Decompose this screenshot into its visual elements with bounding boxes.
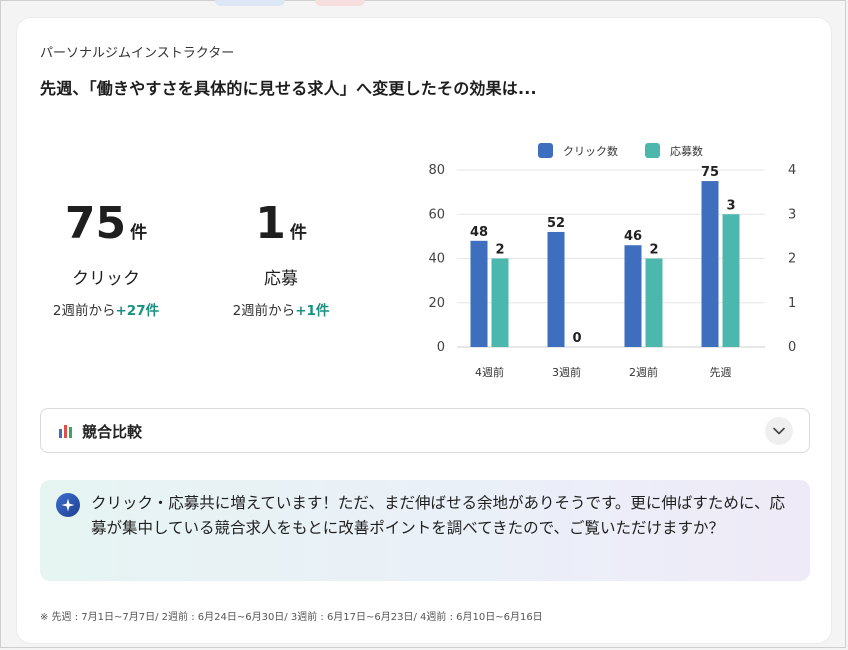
click-delta-prefix: 2週前から xyxy=(52,303,116,319)
click-delta-value: +27件 xyxy=(115,303,160,319)
date-range-footnote: ※ 先週 : 7月1日~7月7日/ 2週前 : 6月24日~6月30日/ 3週前… xyxy=(40,612,543,623)
data-label: 2 xyxy=(649,243,658,258)
application-delta: 2週前から+1件 xyxy=(201,299,361,319)
y-left-tick-label: 20 xyxy=(428,296,445,311)
competitor-comparison-accordion[interactable]: 競合比較 xyxy=(40,408,810,453)
y-right-tick-label: 3 xyxy=(788,207,796,222)
weekly-bar-chart: 0 0 20 1 40 2 60 3 80 4 クリック数 応募数 48 2 4週前 52 0 3週前 46 2 2週前… xyxy=(428,143,796,379)
y-right-tick-label: 2 xyxy=(788,252,796,267)
y-left-tick-label: 40 xyxy=(428,252,445,267)
bar-applications xyxy=(645,258,663,347)
click-count-value: 75 xyxy=(64,198,127,249)
bar-applications xyxy=(491,258,509,347)
sparkle-icon xyxy=(56,493,80,517)
top-tab-indicators xyxy=(215,0,365,6)
application-count-unit: 件 xyxy=(289,223,307,243)
ai-message: クリック・応募共に増えています！ただ、まだ伸ばせる余地がありそうです。更に伸ばす… xyxy=(91,494,785,537)
application-delta-prefix: 2週前から xyxy=(232,303,296,319)
data-label: 0 xyxy=(572,331,581,346)
application-count-value: 1 xyxy=(255,198,286,249)
legend-label: 応募数 xyxy=(670,144,703,158)
x-tick-label: 4週前 xyxy=(475,365,504,379)
job-title: パーソナルジムインストラクター xyxy=(40,46,235,61)
x-tick-label: 3週前 xyxy=(552,365,581,379)
data-label: 2 xyxy=(495,243,504,258)
data-label: 3 xyxy=(726,198,735,213)
y-right-tick-label: 4 xyxy=(788,163,796,178)
bar-clicks xyxy=(701,181,719,347)
bar-clicks xyxy=(624,245,642,347)
bar-chart-icon xyxy=(58,423,74,442)
legend-label: クリック数 xyxy=(563,145,618,158)
click-count: 75 件 xyxy=(26,198,186,250)
click-label: クリック xyxy=(72,269,140,289)
y-left-tick-label: 0 xyxy=(437,340,445,355)
result-card: パーソナルジムインストラクター 先週、「働きやすさを具体的に見せる求人」へ変更し… xyxy=(17,18,831,643)
data-label: 52 xyxy=(547,216,565,231)
accordion-label: 競合比較 xyxy=(82,423,143,441)
tab-indicator xyxy=(315,0,365,6)
data-label: 46 xyxy=(624,229,642,244)
bar-clicks xyxy=(470,240,488,347)
y-right-tick-label: 0 xyxy=(788,340,796,355)
bar-applications xyxy=(722,214,740,347)
legend-swatch xyxy=(538,143,553,158)
data-label: 75 xyxy=(701,165,719,180)
headline: 先週、「働きやすさを具体的に見せる求人」へ変更したその効果は... xyxy=(40,79,537,98)
x-tick-label: 先週 xyxy=(710,366,732,379)
click-stat: 75 件 クリック 2週前から+27件 xyxy=(26,198,186,319)
application-delta-value: +1件 xyxy=(295,303,330,319)
click-delta: 2週前から+27件 xyxy=(26,299,186,319)
chevron-down-icon[interactable] xyxy=(765,417,793,445)
ai-suggestion: クリック・応募共に増えています！ただ、まだ伸ばせる余地がありそうです。更に伸ばす… xyxy=(40,480,810,581)
application-label: 応募 xyxy=(264,269,298,289)
bar-clicks xyxy=(547,231,565,347)
legend-swatch xyxy=(645,143,660,158)
y-left-tick-label: 60 xyxy=(428,207,445,222)
y-right-tick-label: 1 xyxy=(788,296,796,311)
x-tick-label: 2週前 xyxy=(629,365,658,379)
click-count-unit: 件 xyxy=(130,223,148,243)
data-label: 48 xyxy=(470,225,488,240)
y-left-tick-label: 80 xyxy=(428,163,445,178)
tab-indicator xyxy=(215,0,285,6)
